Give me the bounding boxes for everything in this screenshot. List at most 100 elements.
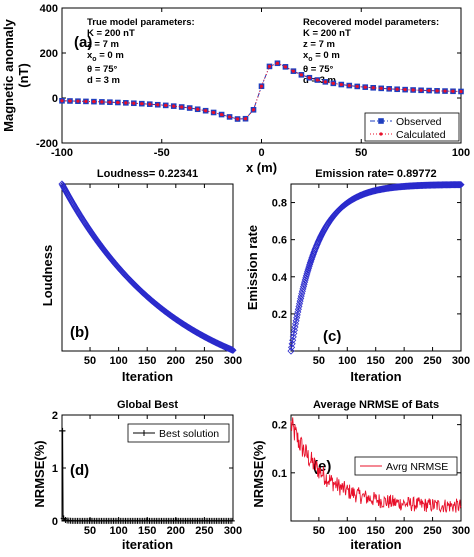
emission-rate-point <box>289 333 297 341</box>
x-tick-label: 100 <box>338 355 356 367</box>
x-tick-label: 50 <box>313 525 325 537</box>
emission-rate-point <box>288 343 296 351</box>
calculated-point <box>212 110 216 115</box>
x-tick-label: 100 <box>452 147 470 159</box>
param-line: θ = 75° <box>303 64 334 75</box>
calculated-point <box>227 115 232 119</box>
calculated-point <box>459 89 463 94</box>
panel-d: 50 100 150 200 250 300 0 1 2 Global Best iteration… <box>32 399 242 552</box>
y-axis-label-line: Magnetic anomaly <box>1 18 16 131</box>
calculated-point <box>92 100 96 104</box>
calculated-point <box>307 76 311 80</box>
emission-rate-point <box>288 340 296 348</box>
x-tick-label: 250 <box>423 355 441 367</box>
x-axis-label: Iteration <box>122 369 173 384</box>
calculated-point <box>403 88 407 92</box>
y-tick-label: 0.1 <box>272 468 287 480</box>
x-tick-label: 250 <box>423 525 441 537</box>
calculated-point <box>323 80 327 84</box>
panel-title: Average NRMSE of Bats <box>313 399 439 411</box>
calculated-point <box>347 83 351 88</box>
param-line: K = 200 nT <box>87 28 135 39</box>
x-tick-label: 200 <box>167 525 185 537</box>
param-symbol: x <box>303 50 309 61</box>
calculated-point <box>331 81 335 85</box>
x-tick-label: 100 <box>338 525 356 537</box>
x-axis-label: iteration <box>350 537 401 552</box>
x-tick-label: 300 <box>224 525 242 537</box>
params-heading: True model parameters: <box>87 17 195 28</box>
y-tick-label: 0.4 <box>272 272 288 284</box>
calculated-point <box>84 99 88 103</box>
emission-rate-point <box>289 336 297 344</box>
x-tick-label: 150 <box>367 355 385 367</box>
x-tick-label: 150 <box>138 355 156 367</box>
legend-box <box>364 112 460 142</box>
plot-frame-c <box>290 183 462 352</box>
calculated-point <box>339 82 343 87</box>
param-subscript: o <box>92 56 96 63</box>
panel-c: 50 100 150 200 250 300 0.2 0.4 0.6 0.8 Emission ra… <box>245 168 470 384</box>
y-axis-label: NRMSE(%) <box>251 440 266 507</box>
param-subscript: o <box>308 56 312 63</box>
param-line: xo = 0 m <box>87 50 124 63</box>
x-tick-label: 100 <box>109 355 127 367</box>
y-axis-label: Magnetic anomaly(nT) <box>1 18 31 131</box>
calculated-point <box>427 88 431 93</box>
y-tick-label: -200 <box>36 138 58 150</box>
emission-rate-point <box>290 326 298 334</box>
param-line: d = 3 m <box>87 75 120 86</box>
param-line: θ = 75° <box>87 64 118 75</box>
calculated-point <box>68 99 72 103</box>
params-params_left: True model parameters:K = 200 nTz = 7 mx… <box>87 17 195 86</box>
calculated-point <box>148 102 152 106</box>
calculated-point <box>100 100 104 104</box>
calculated-point <box>419 88 423 92</box>
calculated-point <box>116 100 120 105</box>
x-tick-label: 50 <box>313 355 325 367</box>
calculated-point <box>235 117 240 121</box>
legend-box <box>127 423 230 443</box>
calculated-point <box>363 85 367 89</box>
calculated-point <box>132 101 136 105</box>
y-axis-label: Loudness <box>40 245 55 306</box>
x-tick-label: 0 <box>258 147 264 159</box>
panel-label: (a) <box>74 34 92 51</box>
calculated-point <box>243 117 248 121</box>
y-tick-label: 0 <box>52 516 58 528</box>
calculated-point <box>451 89 455 93</box>
panel-title: Loudness= 0.22341 <box>97 168 198 180</box>
calculated-point <box>180 105 184 109</box>
param-value: = 0 m <box>313 50 340 61</box>
emission-rate-point <box>457 181 465 189</box>
legend-d: Best solution <box>127 423 230 443</box>
x-tick-label: 50 <box>355 147 367 159</box>
param-line: K = 200 nT <box>303 28 351 39</box>
legend-label-calculated: Calculated <box>396 129 446 141</box>
x-tick-label: 300 <box>224 355 242 367</box>
params-heading: Recovered model parameters: <box>303 17 439 28</box>
emission-rate-line <box>290 184 461 352</box>
calculated-point <box>140 102 144 106</box>
panel-label: (c) <box>323 328 341 345</box>
calculated-point <box>291 69 296 73</box>
calculated-point <box>251 108 256 112</box>
y-tick-label: 0.2 <box>272 309 287 321</box>
x-tick-label: 150 <box>138 525 156 537</box>
param-line: z = 7 m <box>87 39 119 50</box>
x-tick-label: 250 <box>195 355 213 367</box>
emission-rate-point <box>290 329 298 338</box>
param-value: = 0 m <box>97 50 124 61</box>
legend-label-observed: Observed <box>396 116 442 128</box>
param-symbol: x <box>87 50 93 61</box>
calculated-point <box>156 103 160 107</box>
calculated-point <box>299 73 303 77</box>
y-tick-label: 200 <box>40 48 58 60</box>
calculated-point <box>371 86 375 90</box>
y-tick-label: 400 <box>40 3 58 15</box>
calculated-point <box>411 88 415 92</box>
legend-marker-calculated <box>379 132 383 136</box>
calculated-point <box>60 99 64 103</box>
